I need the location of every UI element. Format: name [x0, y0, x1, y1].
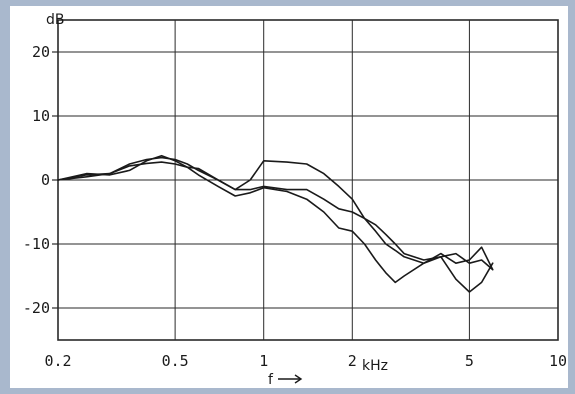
y-tick-label: 10 — [32, 107, 50, 125]
x-tick-label: 10 — [549, 352, 567, 370]
x-tick-label: 1 — [259, 352, 268, 370]
y-tick-label: -10 — [23, 235, 50, 253]
x-tick-label: 0.5 — [162, 352, 189, 370]
series-line-3 — [57, 160, 494, 271]
series-line-2 — [57, 154, 494, 293]
x-tick-label: 0.2 — [44, 352, 71, 370]
x-tick-label: 2 — [348, 352, 357, 370]
y-axis-unit-label: dB — [46, 12, 65, 28]
y-tick-label: -20 — [23, 299, 50, 317]
x-axis-arrow: f — [268, 372, 303, 388]
x-axis-unit-label: kHz — [362, 358, 388, 374]
grid-layer — [52, 19, 559, 341]
y-tick-label: 0 — [41, 171, 50, 189]
tick-label-layer: 0.2 0.5 1 2 5 10 20 10 0 -10 -20 — [23, 43, 567, 370]
x-axis-arrow-head — [294, 374, 303, 384]
series-layer — [57, 154, 494, 293]
x-tick-label: 5 — [465, 352, 474, 370]
series-line-1 — [57, 156, 494, 271]
x-axis-variable-label: f — [268, 372, 274, 388]
chart-canvas: 0.2 0.5 1 2 5 10 20 10 0 -10 -20 dB kHz f — [23, 12, 567, 388]
chart-figure: 0.2 0.5 1 2 5 10 20 10 0 -10 -20 dB kHz f — [10, 6, 568, 388]
y-tick-label: 20 — [32, 43, 50, 61]
